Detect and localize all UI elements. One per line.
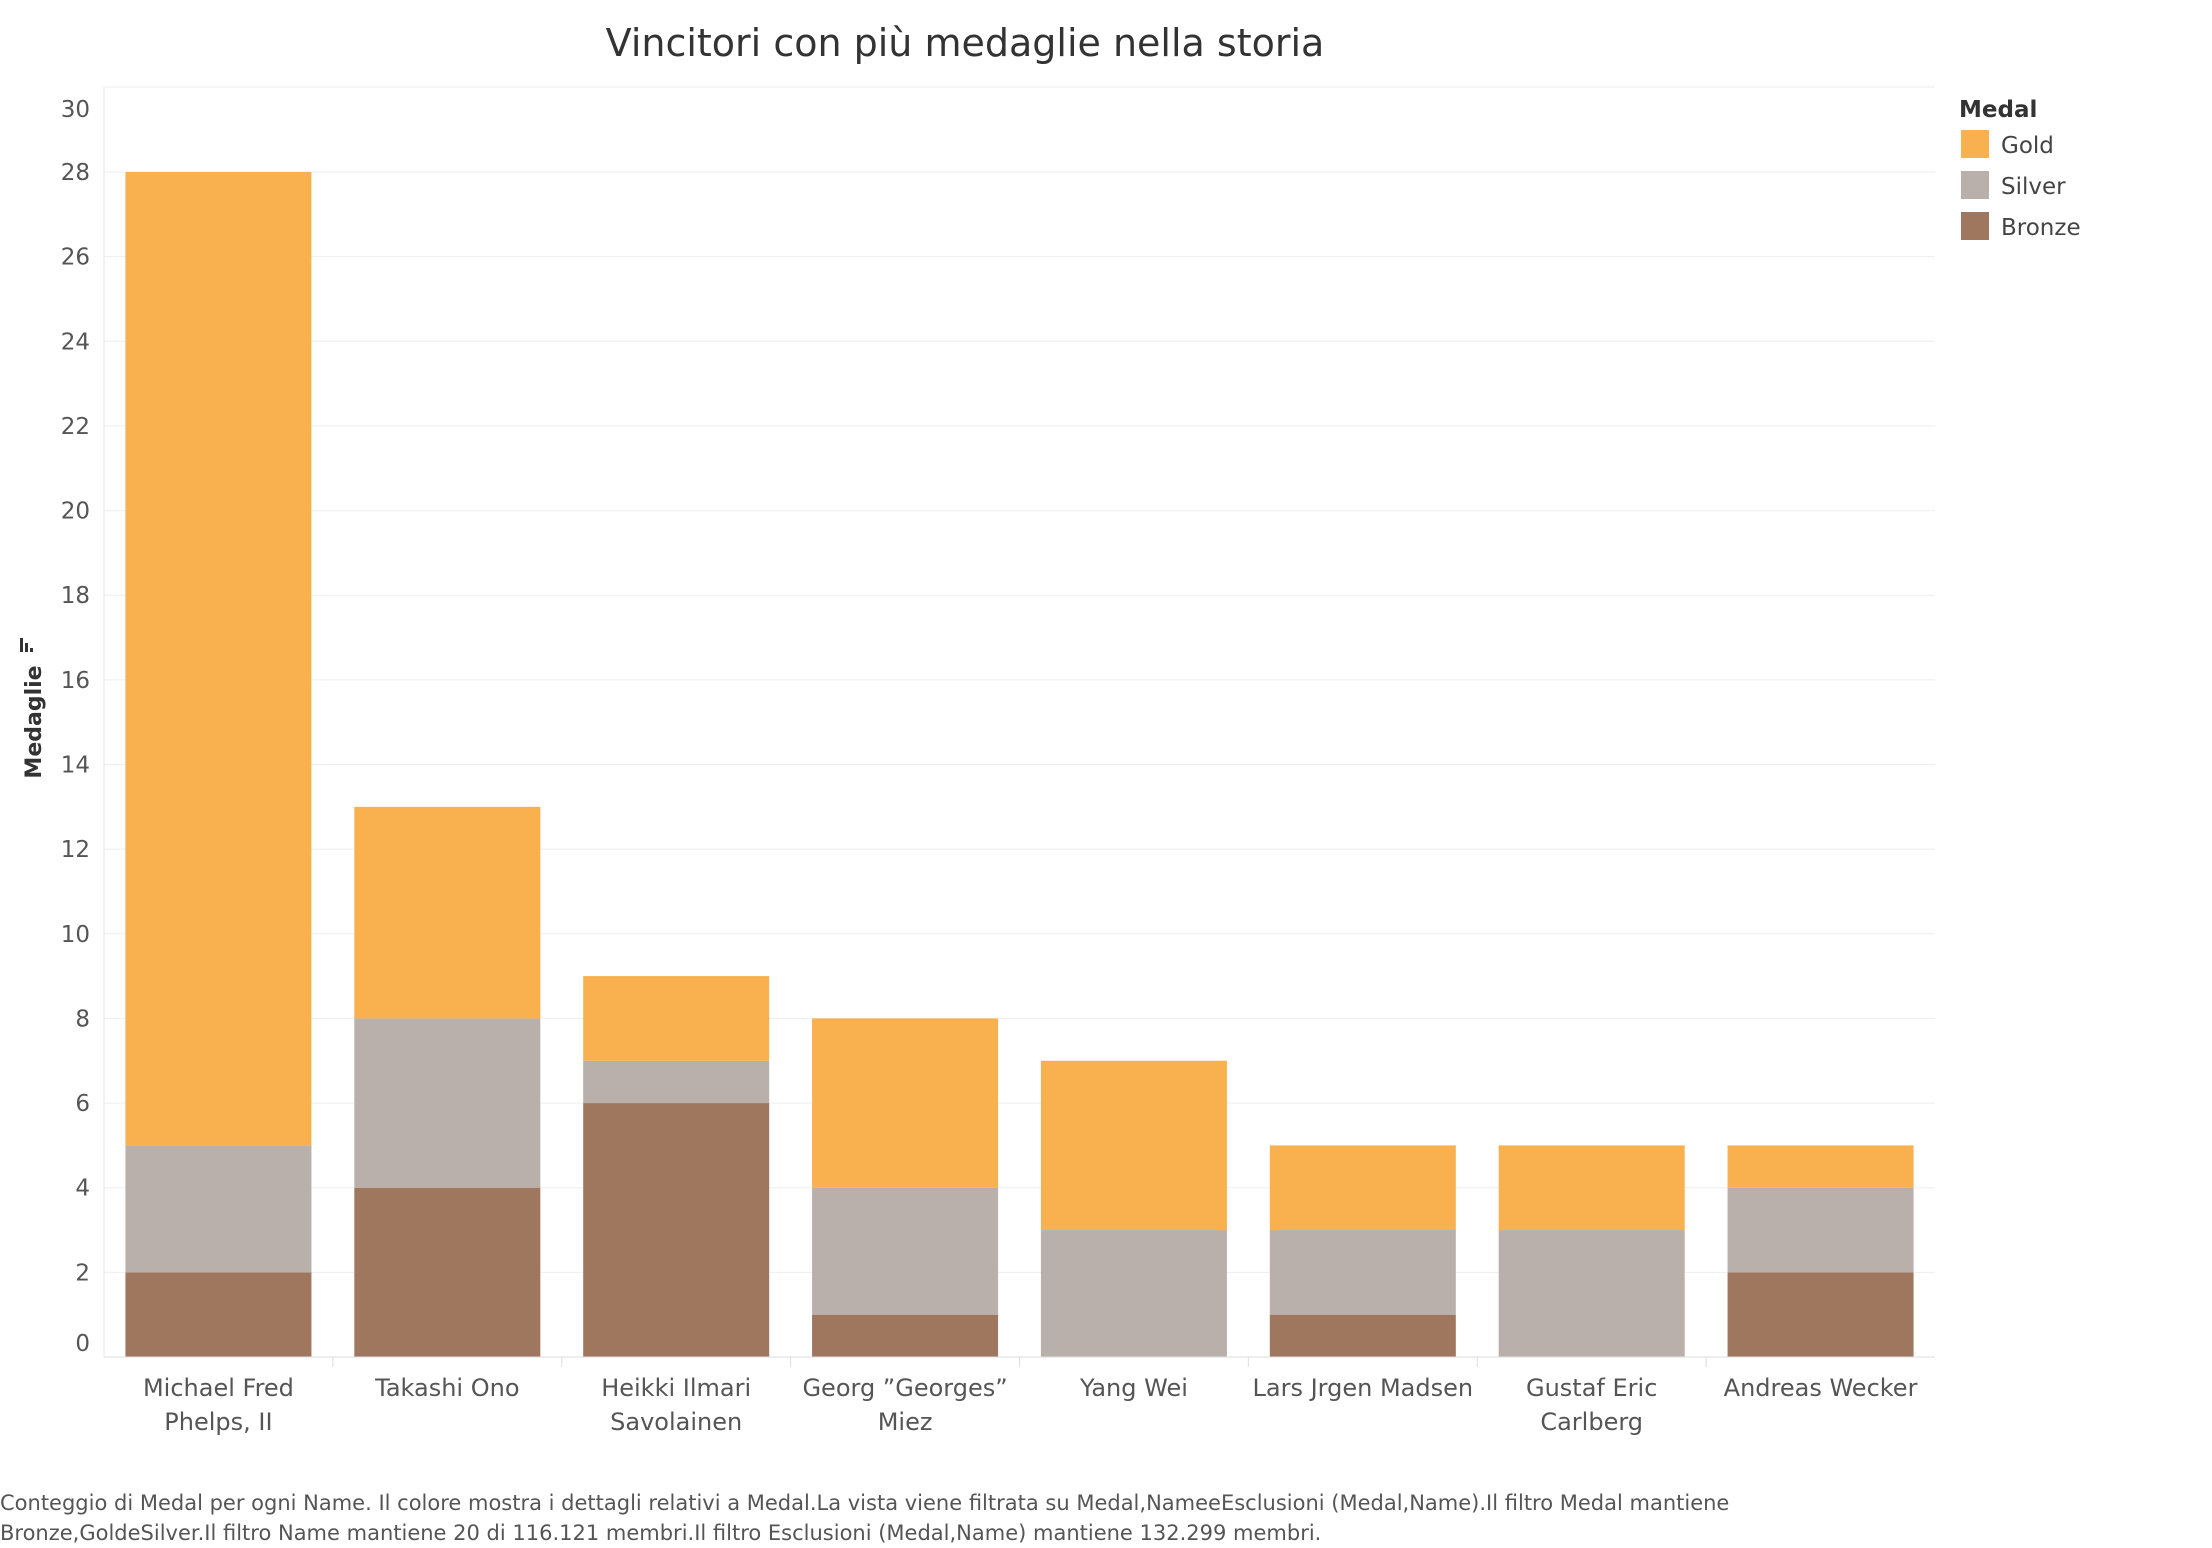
chart-title: Vincitori con più medaglie nella storia [606, 21, 1325, 65]
y-tick-label: 4 [75, 1176, 90, 1202]
y-tick-label: 24 [61, 329, 90, 355]
y-tick-label: 10 [61, 922, 90, 948]
legend-label-bronze[interactable]: Bronze [2001, 215, 2081, 241]
bar-silver[interactable] [583, 1060, 770, 1104]
bar-silver[interactable] [812, 1187, 999, 1315]
bar-gold[interactable] [125, 172, 312, 1146]
x-tick-label: Takashi Ono [374, 1374, 519, 1402]
bar-gold[interactable] [1269, 1145, 1456, 1231]
y-tick-label: 16 [61, 668, 90, 694]
legend-label-silver[interactable]: Silver [2001, 174, 2066, 200]
caption-line-2: Bronze,GoldeSilver.Il filtro Name mantie… [0, 1521, 1322, 1545]
bar-silver[interactable] [1040, 1230, 1227, 1357]
sort-icon[interactable] [20, 638, 33, 652]
bar-bronze[interactable] [1269, 1314, 1456, 1357]
x-tick-label: Andreas Wecker [1724, 1374, 1918, 1402]
bar-bronze[interactable] [583, 1103, 770, 1357]
bar-bronze[interactable] [1727, 1272, 1914, 1357]
legend: Medal Gold Silver Bronze [1959, 97, 2081, 241]
legend-title: Medal [1959, 97, 2037, 123]
bar-bronze[interactable] [354, 1187, 541, 1357]
bar-gold[interactable] [1498, 1145, 1685, 1231]
legend-swatch-gold [1961, 130, 1989, 158]
bar-gold[interactable] [1040, 1060, 1227, 1231]
y-tick-label: 2 [75, 1260, 90, 1286]
y-tick-label: 18 [61, 583, 90, 609]
bar-bronze[interactable] [812, 1314, 999, 1357]
y-tick-label: 28 [61, 160, 90, 186]
y-tick-label: 8 [75, 1006, 90, 1032]
bar-gold[interactable] [354, 806, 541, 1019]
x-tick-label: Yang Wei [1079, 1374, 1188, 1402]
bar-gold[interactable] [1727, 1145, 1914, 1188]
caption: Conteggio di Medal per ogni Name. Il col… [0, 1488, 1900, 1548]
y-tick-label: 0 [75, 1331, 90, 1357]
x-tick-label: Lars Jrgen Madsen [1253, 1374, 1474, 1402]
x-tick-label: Michael Fred Phelps, II [143, 1374, 294, 1436]
y-tick-label: 26 [61, 245, 90, 271]
x-tick-label: Gustaf Eric Carlberg [1526, 1374, 1657, 1436]
bar-silver[interactable] [1498, 1230, 1685, 1357]
bar-silver[interactable] [1269, 1230, 1456, 1315]
bar-silver[interactable] [1727, 1187, 1914, 1273]
legend-swatch-silver [1961, 171, 1989, 199]
bar-gold[interactable] [583, 976, 770, 1061]
y-tick-label: 30 [61, 97, 90, 123]
bar-bronze[interactable] [125, 1272, 312, 1357]
stacked-bar-chart: Vincitori con più medaglie nella storia … [20, 21, 2081, 1436]
legend-label-gold[interactable]: Gold [2001, 133, 2054, 159]
y-tick-label: 20 [61, 499, 90, 525]
legend-swatch-bronze [1961, 212, 1989, 240]
y-tick-label: 12 [61, 837, 90, 863]
caption-line-1: Conteggio di Medal per ogni Name. Il col… [0, 1491, 1730, 1515]
x-tick-label: Heikki Ilmari Savolainen [601, 1374, 751, 1436]
y-tick-label: 22 [61, 414, 90, 440]
x-tick-label: Georg ”Georges” Miez [802, 1374, 1007, 1436]
bar-silver[interactable] [125, 1145, 312, 1273]
y-tick-label: 6 [75, 1091, 90, 1117]
bars [125, 172, 1914, 1357]
bar-gold[interactable] [812, 1018, 999, 1188]
y-tick-label: 14 [61, 753, 90, 779]
y-axis-label: Medaglie [22, 665, 47, 778]
bar-silver[interactable] [354, 1018, 541, 1188]
